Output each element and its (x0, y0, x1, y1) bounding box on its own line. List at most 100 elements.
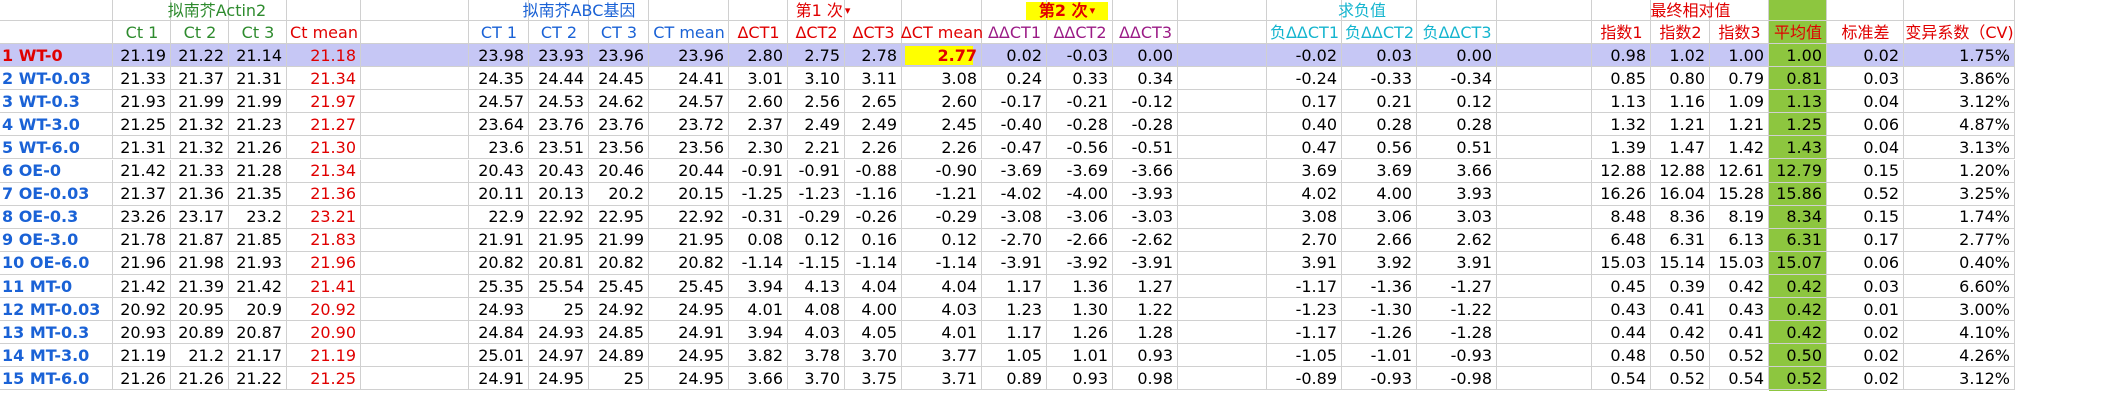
data-cell[interactable]: 12.61 (1718, 161, 1764, 181)
data-cell[interactable]: 3.12% (1959, 91, 2010, 111)
data-cell[interactable]: 23.96 (598, 45, 644, 65)
data-cell[interactable]: 15.03 (1718, 253, 1764, 273)
data-cell[interactable]: 25.45 (598, 276, 644, 296)
data-cell[interactable]: 1.36 (1072, 276, 1108, 296)
data-cell[interactable]: 20.46 (598, 161, 644, 181)
data-cell[interactable]: 3.94 (747, 322, 783, 342)
data-cell[interactable]: 23.51 (538, 137, 584, 157)
column-header-5[interactable] (361, 21, 469, 44)
data-cell[interactable]: 23.56 (598, 137, 644, 157)
data-cell[interactable]: 21.32 (178, 137, 224, 157)
data-cell[interactable]: 24.41 (678, 68, 724, 88)
data-cell[interactable]: 24.93 (478, 299, 524, 319)
data-cell[interactable]: 22.9 (488, 207, 524, 227)
data-cell[interactable]: 21.96 (310, 253, 356, 273)
data-cell[interactable]: -1.16 (855, 184, 897, 204)
data-cell[interactable] (1497, 113, 1592, 136)
data-cell[interactable]: 25 (623, 368, 644, 388)
row-label[interactable]: 1 WT-0 (2, 45, 63, 65)
data-cell[interactable]: 2.45 (941, 114, 977, 134)
data-cell[interactable]: 4.00 (1376, 184, 1412, 204)
data-cell[interactable]: 0.42 (1786, 322, 1822, 342)
data-cell[interactable]: 6.60% (1959, 276, 2010, 296)
data-cell[interactable]: 3.78 (804, 345, 840, 365)
row-label[interactable]: 14 MT-3.0 (2, 345, 90, 365)
data-cell[interactable]: 1.13 (1786, 91, 1822, 111)
data-cell[interactable]: 23.64 (478, 114, 524, 134)
data-cell[interactable]: -1.14 (741, 253, 783, 273)
column-header-21[interactable] (1497, 21, 1592, 44)
data-cell[interactable]: -0.88 (855, 161, 897, 181)
data-cell[interactable]: 20.2 (608, 184, 644, 204)
data-cell[interactable]: -0.28 (1066, 114, 1108, 134)
data-cell[interactable]: 0.40 (1301, 114, 1337, 134)
column-header-14[interactable]: ΔΔCT1 (987, 22, 1041, 42)
data-cell[interactable]: -0.21 (1066, 91, 1108, 111)
data-cell[interactable]: -0.89 (1295, 368, 1337, 388)
data-cell[interactable]: 0.04 (1863, 91, 1899, 111)
filter-dropdown-icon[interactable]: ▾ (1089, 4, 1096, 17)
data-cell[interactable]: -3.92 (1066, 253, 1108, 273)
column-header-7[interactable]: CT 2 (540, 22, 578, 42)
data-cell[interactable]: 21.31 (120, 137, 166, 157)
data-cell[interactable]: 2.26 (941, 137, 977, 157)
data-cell[interactable]: 24.97 (538, 345, 584, 365)
data-cell[interactable] (1497, 252, 1592, 275)
data-cell[interactable]: 0.52 (1669, 368, 1705, 388)
data-cell[interactable]: 23.6 (488, 137, 524, 157)
data-cell[interactable]: 21.41 (310, 276, 356, 296)
data-cell[interactable]: 20.82 (478, 253, 524, 273)
data-cell[interactable] (1497, 321, 1592, 344)
data-cell[interactable]: 0.15 (1863, 207, 1899, 227)
data-cell[interactable]: -2.66 (1066, 230, 1108, 250)
data-cell[interactable]: -3.69 (1000, 161, 1042, 181)
row-label[interactable]: 5 WT-6.0 (2, 137, 80, 157)
data-cell[interactable]: 23.76 (538, 114, 584, 134)
data-cell[interactable]: 6.31 (1669, 230, 1705, 250)
column-header-8[interactable]: CT 3 (600, 22, 638, 42)
data-cell[interactable]: 23.96 (678, 45, 724, 65)
data-cell[interactable]: -0.40 (1000, 114, 1042, 134)
data-cell[interactable]: 3.08 (1301, 207, 1337, 227)
row-label[interactable]: 13 MT-0.3 (2, 322, 90, 342)
data-cell[interactable]: 21.87 (178, 230, 224, 250)
data-cell[interactable] (361, 344, 469, 367)
data-cell[interactable]: 1.16 (1669, 91, 1705, 111)
data-cell[interactable]: 2.60 (941, 91, 977, 111)
data-cell[interactable]: 0.39 (1669, 276, 1705, 296)
column-header-18[interactable]: 负ΔΔCT1 (1269, 22, 1340, 42)
data-cell[interactable]: 1.26 (1072, 322, 1108, 342)
data-cell[interactable]: -1.26 (1370, 322, 1412, 342)
data-cell[interactable]: 3.77 (941, 345, 977, 365)
data-cell[interactable]: 4.87% (1959, 114, 2010, 134)
data-cell[interactable]: 3.94 (747, 276, 783, 296)
data-cell[interactable]: 0.54 (1610, 368, 1646, 388)
data-cell[interactable]: 21.91 (478, 230, 524, 250)
data-cell[interactable]: -0.33 (1370, 68, 1412, 88)
column-header-23[interactable]: 指数2 (1659, 22, 1702, 42)
data-cell[interactable]: 0.42 (1786, 299, 1822, 319)
row-label[interactable]: 9 OE-3.0 (2, 230, 79, 250)
data-cell[interactable]: 23.98 (478, 45, 524, 65)
data-cell[interactable]: -1.30 (1370, 299, 1412, 319)
data-cell[interactable]: -1.28 (1450, 322, 1492, 342)
data-cell[interactable]: 21.95 (538, 230, 584, 250)
data-cell[interactable]: -1.27 (1450, 276, 1492, 296)
data-cell[interactable]: -3.03 (1131, 207, 1173, 227)
row-label[interactable]: 12 MT-0.03 (2, 299, 101, 319)
row-label[interactable]: 2 WT-0.03 (2, 68, 92, 88)
data-cell[interactable]: 4.04 (861, 276, 897, 296)
filter-dropdown-icon[interactable]: ▾ (844, 4, 851, 17)
data-cell[interactable]: 0.21 (1376, 91, 1412, 111)
data-cell[interactable]: 0.50 (1786, 345, 1822, 365)
data-cell[interactable]: 4.01 (941, 322, 977, 342)
data-cell[interactable]: 23.72 (678, 114, 724, 134)
data-cell[interactable]: 3.69 (1376, 161, 1412, 181)
data-cell[interactable]: 21.95 (678, 230, 724, 250)
data-cell[interactable]: 1.21 (1669, 114, 1705, 134)
data-cell[interactable]: -0.47 (1000, 137, 1042, 157)
data-cell[interactable] (1497, 275, 1592, 298)
data-cell[interactable] (361, 252, 469, 275)
data-cell[interactable] (361, 206, 469, 229)
